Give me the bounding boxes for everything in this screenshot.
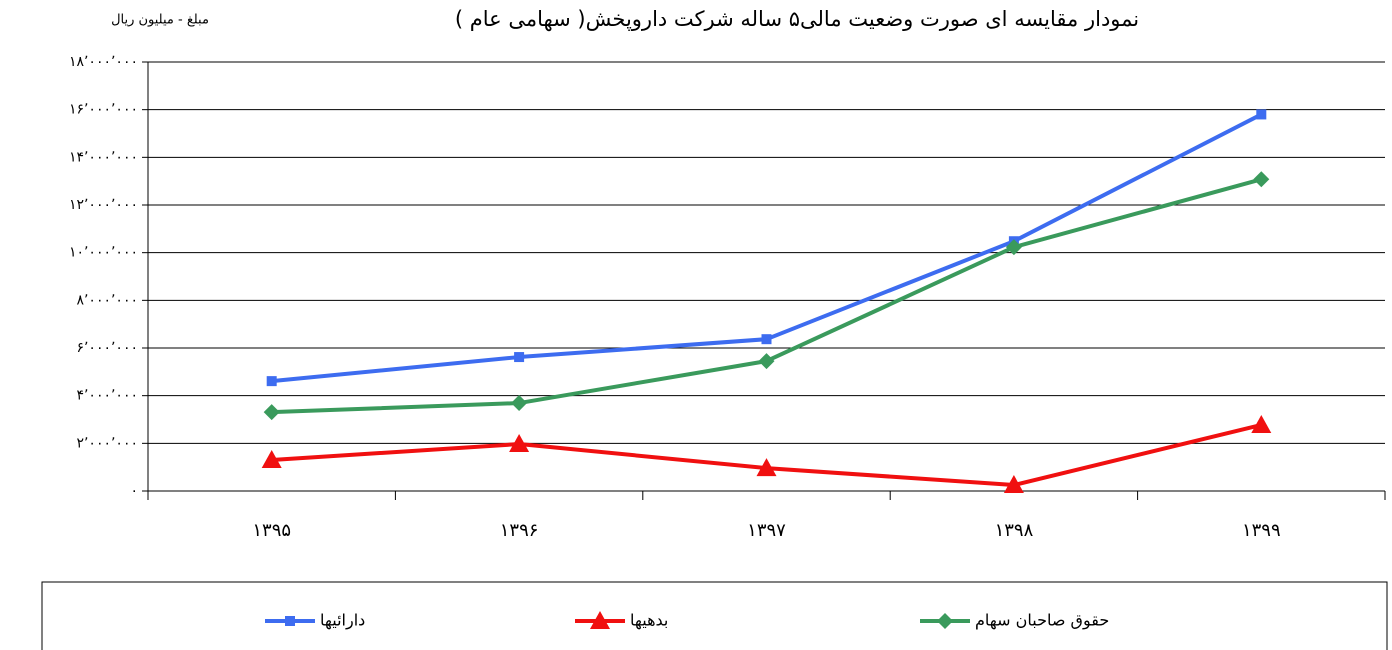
y-tick-label: ۱۲٬۰۰۰٬۰۰۰	[69, 197, 138, 213]
y-tick-label: ۱۰٬۰۰۰٬۰۰۰	[69, 245, 138, 261]
y-tick-label: ۸٬۰۰۰٬۰۰۰	[76, 292, 138, 308]
data-point	[511, 395, 528, 412]
data-point	[263, 404, 280, 421]
data-point	[761, 334, 772, 345]
legend-label: دارائیها	[320, 611, 365, 631]
data-point	[1256, 109, 1267, 120]
y-tick-label: ۶٬۰۰۰٬۰۰۰	[76, 340, 138, 356]
data-point	[266, 376, 277, 387]
legend-label: بدهیها	[630, 611, 668, 631]
data-point	[756, 458, 777, 477]
y-tick-label: ۱۸٬۰۰۰٬۰۰۰	[69, 54, 138, 70]
data-point	[1005, 239, 1022, 256]
x-tick-label: ۱۳۹۶	[500, 520, 539, 541]
legend-box	[41, 581, 1388, 650]
x-tick-label: ۱۳۹۸	[995, 520, 1034, 541]
x-tick-label: ۱۳۹۷	[747, 520, 786, 541]
legend-marker	[285, 616, 295, 626]
data-point	[509, 434, 530, 453]
y-tick-label: ۰	[130, 483, 138, 499]
legend-marker	[590, 611, 610, 629]
data-point	[1003, 475, 1024, 494]
y-tick-label: ۴٬۰۰۰٬۰۰۰	[76, 388, 138, 404]
y-tick-label: ۲٬۰۰۰٬۰۰۰	[76, 435, 138, 451]
y-tick-label: ۱۶٬۰۰۰٬۰۰۰	[69, 102, 138, 118]
data-point	[758, 353, 775, 370]
y-axis-label: مبلغ - میلیون ریال	[111, 13, 209, 28]
legend-marker	[937, 613, 953, 629]
legend-label: حقوق صاحبان سهام	[975, 611, 1109, 631]
y-tick-label: ۱۴٬۰۰۰٬۰۰۰	[69, 149, 138, 165]
series-line	[271, 177, 1262, 415]
x-tick-label: ۱۳۹۹	[1242, 520, 1281, 541]
x-tick-label: ۱۳۹۵	[252, 520, 291, 541]
data-point	[1251, 414, 1272, 433]
data-point	[1253, 171, 1270, 188]
data-point	[514, 352, 525, 363]
chart-title: نمودار مقایسه ای صورت وضعیت مالی۵ ساله ش…	[455, 7, 1139, 31]
data-point	[261, 450, 282, 469]
